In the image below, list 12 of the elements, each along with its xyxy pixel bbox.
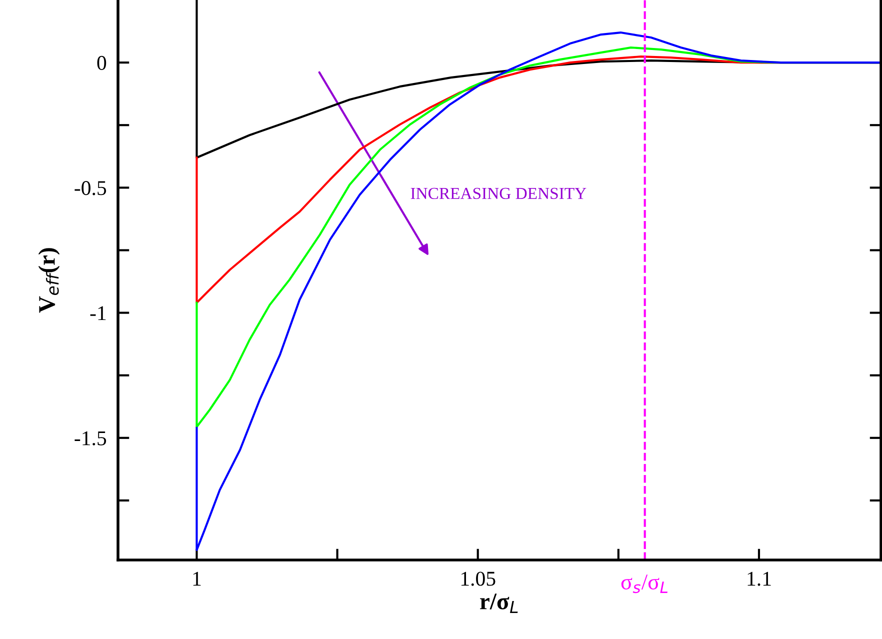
x-tick-label: 1.1 [748, 572, 771, 586]
ref-line-label: σ$_{s}$/σ$_{L}$ [621, 574, 668, 594]
annotation: INCREASING DENSITY [410, 188, 586, 200]
y-axis-title: V$_{eff}$(r) [38, 248, 60, 313]
y-tick-label: -0.5 [74, 181, 106, 196]
y-tick-label: -1 [90, 306, 106, 320]
line-series [196, 31, 881, 552]
y-tick-label: 0 [97, 56, 106, 70]
x-tick-label: 1.05 [461, 572, 496, 586]
y-tick-label: -1.5 [74, 431, 106, 446]
x-tick-label: 1 [193, 572, 201, 586]
x-axis-title: r/σ$_{L}$ [480, 594, 518, 614]
